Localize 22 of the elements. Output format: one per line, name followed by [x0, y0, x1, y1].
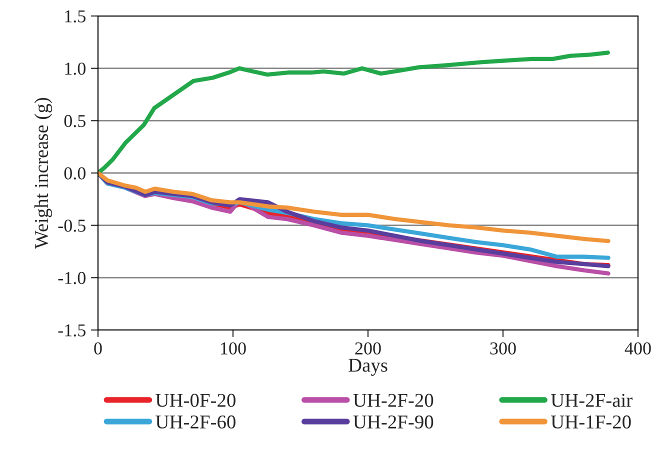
x-axis-title: Days: [348, 358, 388, 376]
legend-label: UH-2F-20: [353, 394, 434, 407]
legend-label: UH-2F-60: [156, 415, 236, 429]
line-series: [98, 170, 610, 244]
legend-label: UH-0F-20: [156, 394, 236, 407]
x-tick-label: 300: [490, 342, 516, 355]
x-tick-label: 100: [221, 342, 246, 355]
y-tick-label: 0.5: [64, 114, 86, 128]
y-tick-label: 0.0: [64, 167, 86, 180]
y-tick-label: -0.5: [58, 220, 86, 232]
y-tick-label: 1.5: [65, 10, 86, 23]
legend-label: UH-1F-20: [550, 415, 631, 429]
y-tick-label: 1.0: [65, 62, 86, 75]
x-tick-label: 0: [94, 342, 102, 355]
legend-label: UH-2F-90: [353, 415, 434, 429]
line-series: [98, 50, 610, 176]
x-tick-label: 400: [624, 342, 651, 355]
y-tick-label: -1.0: [58, 272, 86, 284]
y-tick-label: -1.5: [58, 324, 86, 337]
legend-label: UH-2F-air: [550, 394, 632, 407]
x-tick-label: 200: [355, 342, 381, 355]
y-axis-title: Weight increase (g): [34, 98, 52, 249]
